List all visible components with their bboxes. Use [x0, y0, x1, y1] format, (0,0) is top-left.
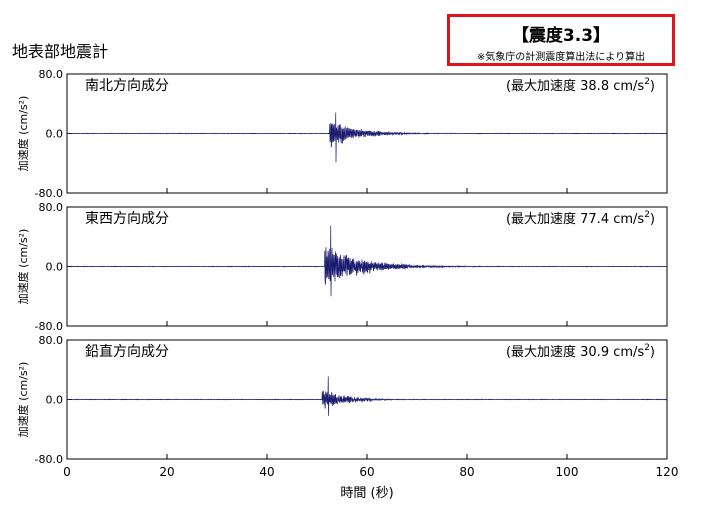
y-tick-label: 0.0: [46, 128, 64, 141]
component-title: 南北方向成分: [85, 78, 169, 94]
y-tick-label: 0.0: [46, 394, 64, 407]
y-tick-label: -80.0: [35, 187, 63, 200]
peak-acceleration-label: (最大加速度 38.8 cm/s2): [506, 77, 655, 94]
intensity-box: 【震度3.3】 ※気象庁の計測震度算出法により算出: [447, 14, 675, 66]
intensity-value: 【震度3.3】: [511, 26, 611, 46]
peak-acceleration-label: (最大加速度 30.9 cm/s2): [506, 343, 655, 360]
component-title: 東西方向成分: [85, 211, 169, 227]
page-title: 地表部地震計: [12, 42, 109, 61]
waveform-trace: [66, 112, 668, 163]
y-axis-label: 加速度 (cm/s²): [16, 96, 30, 172]
x-tick-label: 0: [63, 465, 71, 479]
y-axis-label: 加速度 (cm/s²): [16, 229, 30, 305]
x-tick-label: 20: [159, 465, 174, 479]
x-tick-label: 120: [656, 465, 679, 479]
peak-acceleration-label: (最大加速度 77.4 cm/s2): [506, 210, 655, 227]
x-axis-label: 時間 (秒): [340, 486, 393, 501]
y-tick-label: 80.0: [39, 334, 64, 347]
waveform-trace: [66, 376, 668, 416]
y-tick-label: -80.0: [35, 453, 63, 466]
y-tick-label: 0.0: [46, 261, 64, 274]
x-tick-label: 60: [359, 465, 374, 479]
y-tick-label: 80.0: [39, 68, 64, 81]
y-axis-label: 加速度 (cm/s²): [16, 362, 30, 438]
x-tick-label: 40: [259, 465, 274, 479]
y-tick-label: -80.0: [35, 320, 63, 333]
waveform-trace: [66, 225, 668, 297]
x-tick-label: 100: [556, 465, 579, 479]
y-tick-label: 80.0: [39, 201, 64, 214]
intensity-note: ※気象庁の計測震度算出法により算出: [476, 52, 646, 63]
x-tick-label: 80: [459, 465, 474, 479]
component-title: 鉛直方向成分: [85, 343, 169, 360]
